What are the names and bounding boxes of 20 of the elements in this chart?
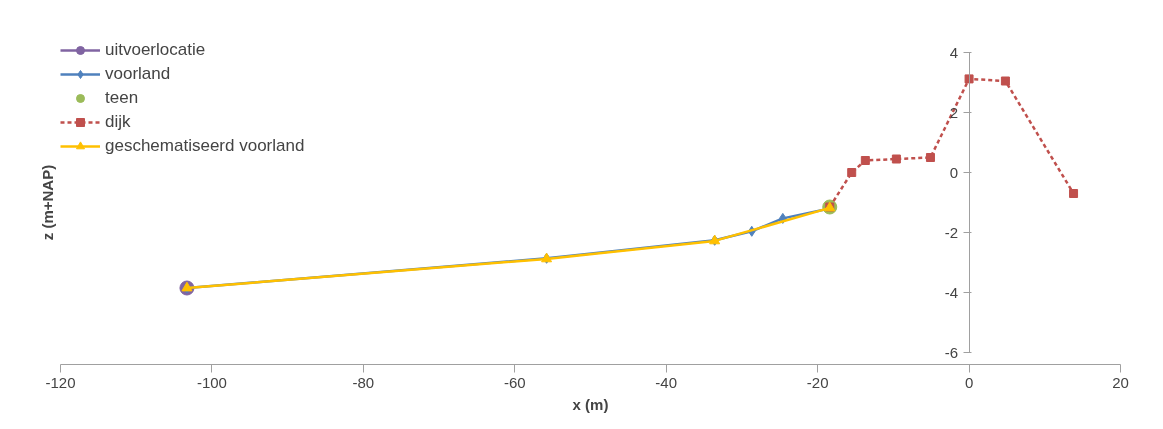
legend-label: dijk [105,112,131,132]
x-tick-label: -20 [806,373,829,391]
legend-label: teen [105,88,139,108]
y-tick-label: -4 [944,283,959,301]
x-tick-label: -60 [503,373,526,391]
y-tick-label: 0 [949,163,959,181]
legend-label: uitvoerlocatie [105,40,206,60]
y-tick-label: 4 [949,43,959,61]
y-axis-title: z (m+NAP) [38,164,56,241]
y-tick-label: -6 [944,343,959,361]
x-axis-title: x (m) [572,395,609,413]
legend-label: voorland [105,64,171,84]
x-tick-label: 0 [964,373,974,391]
x-tick-label: 20 [1112,373,1129,391]
x-tick-label: -80 [352,373,375,391]
x-tick-label: -100 [196,373,227,391]
y-tick-label: -2 [944,223,959,241]
legend-label: geschematiseerd voorland [105,136,305,156]
x-tick-label: -40 [655,373,678,391]
x-tick-label: -120 [45,373,76,391]
